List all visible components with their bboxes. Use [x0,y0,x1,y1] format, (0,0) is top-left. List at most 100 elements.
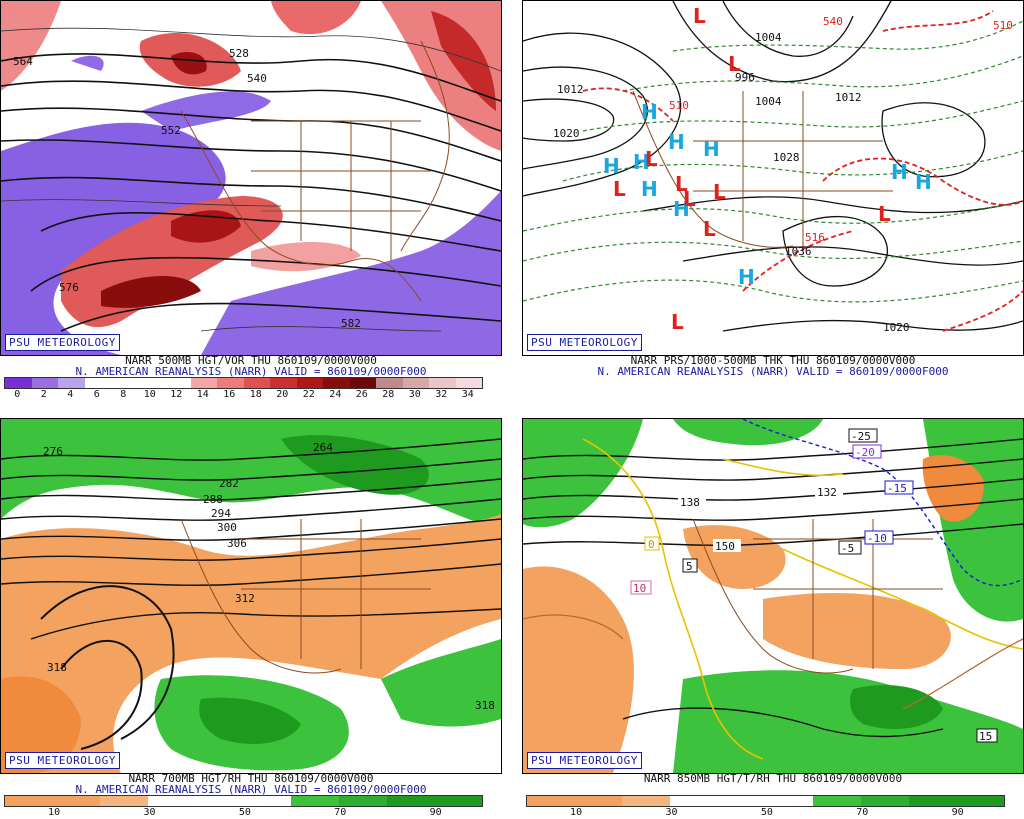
colorbar-tick: 50 [760,807,773,818]
colorbar-tick: 6 [93,389,100,400]
low-pressure-marker: L [613,177,626,201]
map-700mb-graphic: 276 282 288 294 300 306 312 318 318 264 [1,419,501,773]
colorbar-swatch [402,378,429,388]
colorbar-swatch [338,796,387,806]
colorbar-swatch [111,378,138,388]
colorbar-tick: 20 [276,389,289,400]
colorbar-tick: 8 [120,389,127,400]
colorbar-swatch [137,378,164,388]
high-pressure-marker: H [633,150,650,174]
colorbar-swatch [296,378,323,388]
colorbar-tick: 10 [48,807,61,818]
contour-label: 300 [217,521,237,534]
map-850mb-graphic: 132 138 150 -5 -10 -15 -20 -25 5 10 15 0 [523,419,1023,773]
map-850mb: 132 138 150 -5 -10 -15 -20 -25 5 10 15 0… [522,418,1024,774]
colorbar-tick: 34 [461,389,474,400]
colorbar-swatch [527,796,575,806]
contour-label: 576 [59,281,79,294]
map-700mb: 276 282 288 294 300 306 312 318 318 264 … [0,418,502,774]
colorbar-tick: 12 [170,389,183,400]
contour-label: 318 [475,699,495,712]
colorbar-swatch [31,378,58,388]
contour-label: 0 [648,538,655,551]
thickness-contour-labels: 510 516 540 510 [669,15,1013,244]
colorbar-swatch [323,378,350,388]
colorbar-tick: 16 [223,389,236,400]
colorbar-swatch [908,796,957,806]
temp-label-minus25: -25 [848,428,878,443]
contour-label: 276 [43,445,63,458]
contour-label: 10 [633,582,646,595]
contour-label: 318 [47,661,67,674]
contour-label: 582 [341,317,361,330]
colorbar-tick: 4 [67,389,74,400]
colorbar-tick: 26 [355,389,368,400]
temp-label-minus20: -20 [852,444,882,459]
colorbar-tick: 10 [143,389,156,400]
colorbar-tick: 10 [570,807,583,818]
high-pressure-marker: H [915,170,932,194]
colorbar-swatch [190,378,217,388]
contour-label: 1020 [553,127,580,140]
colorbar-tick: 90 [429,807,442,818]
low-pressure-marker: L [728,52,741,76]
high-pressure-marker: H [603,154,620,178]
contour-label: 15 [979,730,992,743]
thickness-label: 540 [823,15,843,28]
low-pressure-marker: L [675,172,688,196]
contour-label: -10 [867,532,887,545]
map-caption: NARR PRS/1000-500MB THK THU 860109/0000V… [630,354,916,367]
colorbar-tick: 32 [435,389,448,400]
colorbar-tick: 28 [382,389,395,400]
contour-label: 150 [715,540,735,553]
colorbar-tick: 50 [238,807,251,818]
source-badge: PSU METEOROLOGY [527,752,642,769]
height-label-150: 150 [713,539,741,553]
contour-label: 132 [817,486,837,499]
panel-850mb-temperature: 132 138 150 -5 -10 -15 -20 -25 5 10 15 0… [522,418,1024,819]
contour-label: 1004 [755,95,782,108]
colorbar-swatch [956,796,1005,806]
temp-label-minus10: -10 [864,530,894,545]
colorbar-swatch [574,796,623,806]
low-pressure-marker: L [683,187,696,211]
colorbar-tick: 30 [665,807,678,818]
contour-label: 1012 [835,91,862,104]
colorbar-swatch [429,378,456,388]
contour-label: 282 [219,477,239,490]
source-badge: PSU METEOROLOGY [5,752,120,769]
high-pressure-marker: H [703,137,720,161]
source-badge: PSU METEOROLOGY [5,334,120,351]
height-label-132: 132 [815,485,843,499]
colorbar-swatch [100,796,149,806]
colorbar-swatch [5,378,32,388]
low-pressure-marker: L [671,310,684,334]
contour-label: 1012 [557,83,584,96]
contour-label: 540 [247,72,267,85]
vorticity-colorbar [4,377,483,389]
colorbar-swatch [52,796,101,806]
temperature-contour-labels: 132 138 150 -5 -10 -15 -20 -25 5 10 15 0 [630,428,998,743]
low-pressure-marker: L [713,180,726,204]
panel-700mb-humidity: 276 282 288 294 300 306 312 318 318 264 … [0,418,502,819]
thickness-label: 510 [993,19,1013,32]
colorbar-swatch [243,378,270,388]
temp-label-0: 0 [644,536,660,551]
map-caption: NARR 850MB HGT/T/RH THU 860109/0000V000 [643,772,903,785]
low-pressure-marker: L [645,147,658,171]
colorbar-swatch [270,378,297,388]
high-pressure-marker: H [891,160,908,184]
contour-label: 564 [13,55,33,68]
colorbar-tick: 90 [951,807,964,818]
colorbar-swatch [717,796,766,806]
colorbar-swatch [84,378,111,388]
colorbar-swatch [5,796,53,806]
source-badge: PSU METEOROLOGY [527,334,642,351]
map-mslp-thickness: H H H H H H H H H H L L L L L L L L L L [522,0,1024,356]
colorbar-tick: 18 [249,389,262,400]
colorbar-swatch [813,796,861,806]
colorbar-tick: 70 [856,807,869,818]
panel-500mb-vorticity: 528 540 552 564 576 582 PSU METEOROLOGY … [0,0,502,400]
contour-label: 1020 [883,321,910,334]
colorbar-swatch [243,796,292,806]
